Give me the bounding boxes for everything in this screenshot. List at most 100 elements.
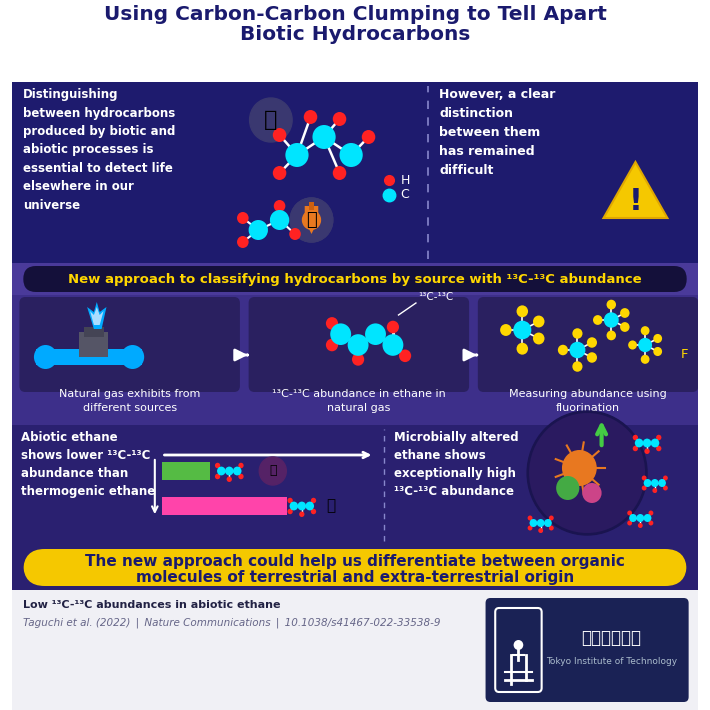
Circle shape [640, 355, 650, 364]
Text: 🧪: 🧪 [306, 211, 317, 229]
Circle shape [529, 413, 645, 533]
FancyBboxPatch shape [248, 297, 469, 392]
Circle shape [648, 510, 653, 515]
Circle shape [663, 486, 668, 491]
Text: 東京工業大学: 東京工業大学 [581, 629, 641, 647]
Circle shape [538, 528, 543, 533]
Text: Distinguishing
between hydrocarbons
produced by biotic and
abiotic processes is
: Distinguishing between hydrocarbons prod… [23, 88, 175, 212]
Circle shape [339, 143, 363, 167]
Text: However, a clear
distinction
between them
has remained
difficult: However, a clear distinction between the… [439, 88, 555, 177]
Circle shape [239, 463, 244, 469]
Circle shape [250, 98, 292, 142]
Circle shape [653, 347, 662, 356]
Circle shape [290, 198, 333, 242]
Circle shape [569, 342, 586, 359]
Circle shape [513, 640, 523, 650]
Circle shape [648, 520, 653, 525]
Text: H: H [400, 173, 410, 187]
FancyBboxPatch shape [23, 266, 687, 292]
Text: The new approach could help us differentiate between organic: The new approach could help us different… [85, 554, 625, 569]
Circle shape [572, 328, 582, 339]
Circle shape [638, 338, 652, 352]
Circle shape [643, 439, 651, 447]
Circle shape [226, 476, 232, 482]
Circle shape [383, 334, 403, 356]
Bar [162, 497, 288, 515]
Bar [11, 0, 699, 82]
Bar [11, 295, 699, 425]
Bar [11, 545, 699, 590]
Text: Natural gas exhibits from
different sources: Natural gas exhibits from different sour… [59, 389, 200, 413]
Circle shape [544, 519, 552, 527]
Polygon shape [90, 307, 104, 325]
Circle shape [663, 476, 668, 481]
Circle shape [387, 321, 399, 333]
Circle shape [273, 166, 286, 180]
Circle shape [651, 439, 660, 447]
Circle shape [290, 198, 333, 242]
Circle shape [629, 514, 637, 522]
Circle shape [34, 345, 57, 369]
Bar [11, 263, 699, 295]
Circle shape [517, 343, 528, 355]
Text: Tokyo Institute of Technology: Tokyo Institute of Technology [546, 657, 677, 667]
Circle shape [549, 525, 554, 530]
Text: 🌿: 🌿 [264, 110, 278, 130]
Text: Biotic Hydrocarbons: Biotic Hydrocarbons [240, 26, 470, 45]
Circle shape [215, 463, 220, 469]
Circle shape [348, 334, 368, 356]
Circle shape [604, 312, 618, 328]
Bar [80, 332, 109, 357]
Circle shape [290, 501, 298, 510]
Polygon shape [305, 206, 318, 234]
Bar [11, 590, 699, 710]
Circle shape [620, 308, 630, 318]
Bar [11, 82, 699, 263]
Circle shape [628, 341, 637, 349]
FancyBboxPatch shape [486, 598, 689, 702]
Circle shape [627, 520, 632, 525]
Text: Low ¹³C-¹³C abundances in abiotic ethane: Low ¹³C-¹³C abundances in abiotic ethane [23, 600, 280, 610]
Circle shape [330, 323, 351, 345]
Circle shape [333, 112, 346, 126]
Text: C: C [400, 188, 409, 202]
Circle shape [658, 479, 666, 487]
Circle shape [633, 435, 638, 440]
Text: molecules of terrestrial and extra-terrestrial origin: molecules of terrestrial and extra-terre… [136, 570, 574, 585]
Circle shape [326, 339, 338, 351]
Circle shape [237, 236, 248, 248]
Text: Measuring abundance using
fluorination: Measuring abundance using fluorination [509, 389, 667, 413]
Circle shape [652, 488, 657, 493]
Circle shape [248, 220, 268, 240]
Circle shape [537, 519, 545, 527]
Circle shape [530, 519, 537, 527]
Circle shape [365, 323, 386, 345]
Bar [162, 462, 210, 480]
Circle shape [549, 515, 554, 520]
Circle shape [627, 510, 632, 515]
Polygon shape [87, 302, 106, 329]
Circle shape [656, 446, 662, 452]
Circle shape [620, 322, 630, 332]
Text: !: ! [628, 187, 643, 217]
Circle shape [121, 345, 144, 369]
Circle shape [352, 353, 364, 366]
Circle shape [311, 498, 316, 503]
Text: ¹³C-¹³C abundance in ethane in
natural gas: ¹³C-¹³C abundance in ethane in natural g… [272, 389, 446, 413]
Circle shape [288, 509, 293, 514]
Circle shape [288, 498, 293, 503]
Text: Abiotic ethane
shows lower ¹³C-¹³C
abundance than
thermogenic ethane: Abiotic ethane shows lower ¹³C-¹³C abund… [21, 431, 155, 498]
Circle shape [362, 130, 376, 144]
Text: Using Carbon-Carbon Clumping to Tell Apart: Using Carbon-Carbon Clumping to Tell Apa… [104, 4, 606, 23]
Circle shape [651, 479, 659, 487]
Circle shape [645, 449, 650, 454]
Circle shape [500, 324, 512, 336]
Text: Microbially altered
ethane shows
exceptionally high
¹³C-¹³C abundance: Microbially altered ethane shows excepti… [393, 431, 518, 498]
Circle shape [305, 501, 314, 510]
Circle shape [239, 474, 244, 479]
Bar [84, 327, 104, 337]
Text: F: F [681, 349, 689, 361]
Text: ¹³C-¹³C: ¹³C-¹³C [418, 292, 453, 302]
Circle shape [399, 349, 411, 362]
Circle shape [644, 479, 651, 487]
